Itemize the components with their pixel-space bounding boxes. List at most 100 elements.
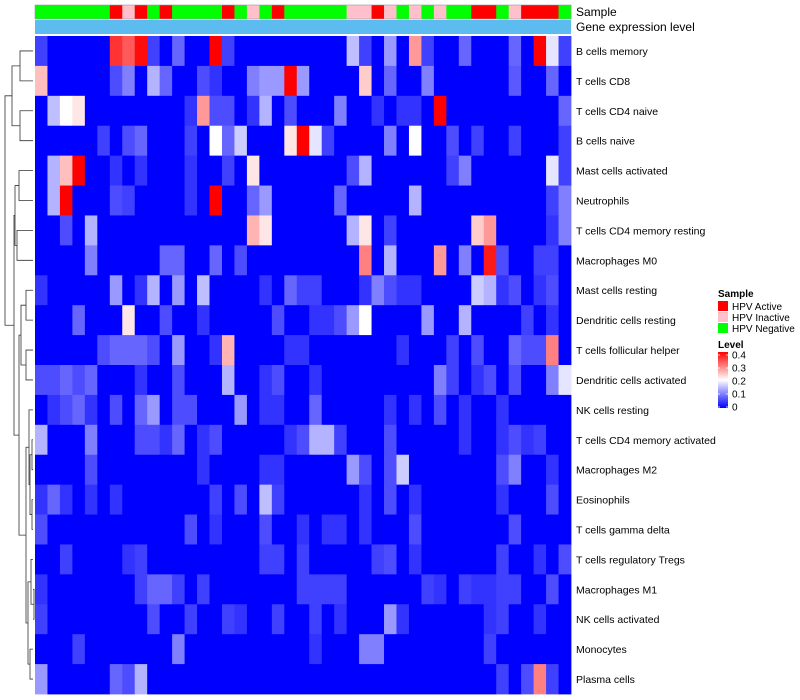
- sample-annotation-cell: [458, 5, 472, 19]
- heatmap-cell: [496, 95, 510, 127]
- heatmap-cell: [271, 365, 285, 396]
- heatmap-cell: [47, 664, 61, 695]
- heatmap-cell: [72, 604, 86, 635]
- legend-tick-label: 0: [732, 403, 738, 414]
- heatmap-cell: [172, 65, 185, 97]
- heatmap-cell: [97, 95, 111, 127]
- heatmap-cell: [271, 664, 285, 695]
- heatmap-cell: [496, 125, 510, 157]
- heatmap-cell: [433, 215, 447, 246]
- heatmap-cell: [97, 215, 111, 246]
- heatmap-cell: [184, 335, 198, 366]
- heatmap-cell: [159, 125, 173, 157]
- heatmap-cell: [533, 365, 547, 396]
- row-label: Dendritic cells resting: [576, 315, 676, 327]
- heatmap-cell: [309, 245, 323, 276]
- heatmap-cell: [159, 634, 173, 665]
- heatmap-cell: [109, 95, 123, 127]
- heatmap-cell: [197, 454, 210, 486]
- heatmap-cell: [109, 125, 123, 157]
- heatmap-cell: [334, 424, 348, 456]
- heatmap-cell: [234, 335, 248, 366]
- row-label: T cells CD4 memory resting: [576, 225, 705, 237]
- heatmap-cell: [197, 185, 210, 216]
- heatmap-cell: [59, 634, 73, 665]
- heatmap-cell: [558, 664, 572, 695]
- heatmap-cell: [421, 484, 435, 515]
- sample-annotation-cell: [359, 5, 372, 19]
- heatmap-cell: [84, 514, 98, 545]
- heatmap-cell: [184, 634, 198, 665]
- sample-annotation-cell: [134, 5, 148, 19]
- sample-annotation-cell: [421, 5, 435, 19]
- heatmap-cell: [359, 394, 372, 426]
- heatmap-cell: [97, 484, 111, 515]
- heatmap-cell: [321, 245, 335, 276]
- heatmap-cell: [546, 305, 559, 336]
- heatmap-cell: [408, 365, 422, 396]
- heatmap-cell: [521, 275, 535, 306]
- heatmap-cell: [408, 245, 422, 276]
- heatmap-cell: [433, 634, 447, 665]
- heatmap-cell: [359, 365, 372, 396]
- heatmap-cell: [371, 275, 385, 306]
- heatmap-cell: [483, 574, 497, 605]
- heatmap-cell: [35, 95, 48, 127]
- heatmap-cell: [221, 514, 235, 545]
- heatmap-cell: [84, 634, 98, 665]
- heatmap-cell: [446, 454, 460, 486]
- heatmap-cell: [458, 155, 472, 186]
- heatmap-cell: [209, 155, 223, 186]
- sample-annotation-cell: [334, 5, 348, 19]
- heatmap-cell: [59, 185, 73, 216]
- heatmap-cell: [97, 365, 111, 396]
- heatmap-cell: [35, 634, 48, 665]
- heatmap-cell: [234, 245, 248, 276]
- heatmap-cell: [384, 215, 397, 246]
- legend-level: Level 0 0.1 0.2 0.3 0.4: [718, 340, 746, 414]
- heatmap-cell: [234, 484, 248, 515]
- heatmap-cell: [446, 484, 460, 515]
- heatmap-cell: [496, 215, 510, 246]
- heatmap-cell: [483, 514, 497, 545]
- heatmap-cell: [209, 36, 223, 67]
- heatmap-cell: [533, 634, 547, 665]
- heatmap-cell: [421, 604, 435, 635]
- heatmap-cell: [483, 634, 497, 665]
- heatmap-cell: [359, 604, 372, 635]
- heatmap-cell: [309, 454, 323, 486]
- heatmap-cell: [59, 245, 73, 276]
- dendrogram-branch: [19, 110, 33, 142]
- heatmap-cell: [184, 155, 198, 186]
- heatmap-cell: [259, 634, 273, 665]
- heatmap-cell: [47, 245, 61, 276]
- heatmap-cell: [508, 335, 522, 366]
- heatmap-cell: [72, 245, 86, 276]
- heatmap-cell: [296, 275, 310, 306]
- heatmap-cell: [47, 514, 61, 545]
- row-dendrogram: [4, 50, 35, 680]
- heatmap-cell: [321, 484, 335, 515]
- heatmap-cell: [558, 95, 572, 127]
- heatmap-cell: [72, 125, 86, 157]
- heatmap-cell: [84, 544, 98, 575]
- dendrogram-branch: [25, 446, 29, 624]
- heatmap-cell: [433, 245, 447, 276]
- heatmap-cell: [59, 544, 73, 575]
- heatmap-cell: [72, 36, 86, 67]
- heatmap-cell: [172, 514, 185, 545]
- heatmap-cell: [471, 634, 485, 665]
- heatmap-cell: [533, 335, 547, 366]
- heatmap-cell: [259, 65, 273, 97]
- heatmap-cell: [558, 125, 572, 157]
- heatmap-cell: [184, 484, 198, 515]
- heatmap-cell: [346, 424, 360, 456]
- heatmap-cell: [147, 275, 161, 306]
- heatmap-cell: [47, 574, 61, 605]
- heatmap-cell: [47, 394, 61, 426]
- heatmap-cell: [321, 275, 335, 306]
- dendrogram-branch: [19, 50, 33, 82]
- heatmap-cell: [359, 574, 372, 605]
- heatmap-cell: [97, 574, 111, 605]
- heatmap-cell: [408, 544, 422, 575]
